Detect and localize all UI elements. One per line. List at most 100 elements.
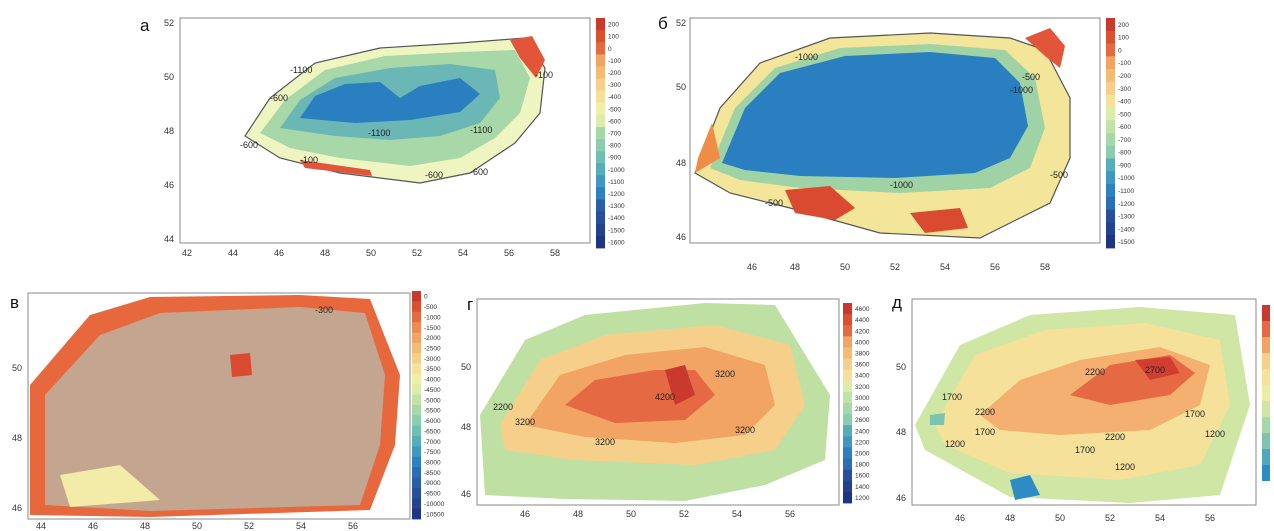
cb-a-label-7: -400 [608,94,621,101]
x-tick-v-2: 46 [88,521,98,531]
cb-g-label-3: 4200 [855,328,870,335]
high-zone-b3 [910,208,968,233]
cb-v-label-22: -10500 [424,511,445,518]
contour-label-a4: -1100 [290,65,312,75]
colorbar-d-swatch-8 [1262,417,1270,433]
contour-label-d9: 1700 [1075,445,1095,455]
colorbar-b: 200 100 0 -100 -200 -300 -400 -500 -600 -700 -800 -… [1106,18,1135,249]
contour-label-a7: -100 [535,70,553,80]
cb-a-label-6: -300 [608,82,621,89]
cb-g-label-2: 4400 [855,317,870,324]
cb-g-label-15: 1800 [855,462,870,469]
frame-a [179,17,591,244]
x-tick-v-3: 48 [140,521,150,531]
colorbar-d-swatch-9 [1262,433,1270,449]
cb-g-swatch-4 [843,336,852,348]
colorbar-a: 200 100 0 -100 -200 -300 -400 -500 -600 -700 -800 -… [596,18,625,249]
x-tick-d-2: 48 [1005,513,1015,523]
colorbar-d-swatch-7 [1262,401,1270,417]
high-zone-g1 [665,365,695,405]
cb-b-label-7: -400 [1118,99,1131,106]
cb-a-label-16: -1300 [608,203,625,210]
x-tick-d-3: 50 [1055,513,1065,523]
cb-a-label-12: -900 [608,155,621,162]
y-tick-d-3: 46 [896,493,906,503]
cb-v-label-6: -2500 [424,346,441,353]
cb-g-label-13: 2200 [855,439,870,446]
cb-v-swatch-11 [412,394,421,406]
cb-v-swatch-6 [412,342,421,354]
cb-v-label-18: -8500 [424,470,441,477]
x-tick-b-5: 54 [940,262,950,272]
panel-label-d: д [892,293,902,312]
cb-b-label-13: -1000 [1118,175,1135,182]
cb-g-label-6: 3600 [855,362,870,369]
contour-label-d2: 2700 [1145,365,1165,375]
cb-v-label-8: -3500 [424,366,441,373]
cb-g-swatch-3 [843,325,852,337]
panel-label-g: г [467,295,474,314]
pale-zone-v1 [60,465,160,507]
contour-label-d6: 1700 [975,427,995,437]
y-tick-d-1: 50 [896,362,906,372]
cb-a-swatch-9 [596,114,605,128]
x-tick-a-3: 46 [274,248,284,258]
cb-a-swatch-3 [596,42,605,55]
contour-label-b1: -1000 [795,52,818,62]
cb-g-swatch-6 [843,358,852,371]
cb-a-swatch-8 [596,102,605,116]
x-tick-b-7: 58 [1040,262,1050,272]
map-b-ticks: 48 50 52 54 56 58 52 50 48 46 [650,8,1120,272]
cb-v-swatch-1 [412,291,421,302]
cb-g-label-1: 4600 [855,306,870,313]
cb-g-swatch-16 [843,469,852,482]
x-tick-a-2: 44 [228,248,238,258]
y-tick-a-2: 50 [164,72,174,82]
cb-b-swatch-15 [1106,196,1115,211]
cb-b-swatch-1 [1106,18,1115,32]
contour-label-d11: 1200 [1115,462,1135,472]
cb-a-swatch-10 [596,126,605,140]
cb-v-label-10: -4500 [424,387,441,394]
high-zone-a1 [510,36,545,78]
cb-v-label-5: -2000 [424,335,441,342]
cb-g-swatch-2 [843,314,852,326]
deep-zone-b [722,52,1028,178]
colorbar-d-swatch-11 [1262,465,1270,481]
cb-v-label-20: -9500 [424,491,441,498]
x-tick-d-6: 56 [1205,513,1215,523]
contour-label-a6: -1100 [470,125,492,135]
x-tick-v-1: 44 [36,521,46,531]
x-tick-a-7: 54 [458,248,468,258]
cb-v-label-13: -6000 [424,418,441,425]
contour-label-a8: -600 [425,170,443,180]
contour-label-d7: 2200 [1105,432,1125,442]
cb-v-label-19: -9000 [424,480,441,487]
cb-v-label-1: 0 [424,294,428,301]
contour-label-g5: 3200 [595,437,615,447]
contour-label-a9: -600 [470,167,488,177]
cb-a-swatch-13 [596,163,605,176]
contour-label-d3: 1700 [942,392,962,402]
cb-v-swatch-17 [412,456,421,468]
cb-a-label-17: -1400 [608,215,625,222]
cb-b-swatch-5 [1106,69,1115,83]
cb-a-label-11: -800 [608,143,621,150]
high-zone-d1 [1135,357,1180,380]
contour-label-g3: 3200 [515,417,535,427]
x-axis-b: 46 [747,262,757,272]
contour-label-g1: 3200 [715,369,735,379]
contour-label-a5: -600 [240,140,258,150]
x-tick-d-1: 46 [955,513,965,523]
cb-a-swatch-12 [596,151,605,164]
low-zone-d2 [930,413,945,425]
cb-v-label-21: -10000 [424,501,445,508]
cb-g-label-14: 2000 [855,451,870,458]
cb-v-label-9: -4000 [424,377,441,384]
cb-b-swatch-17 [1106,222,1115,236]
x-axis-d: 46 48 50 52 54 56 [955,513,1215,523]
frame-d [911,298,1257,506]
x-tick-a-6: 52 [412,248,422,258]
cb-v-swatch-19 [412,477,421,489]
x-tick-g-4: 52 [679,509,689,519]
